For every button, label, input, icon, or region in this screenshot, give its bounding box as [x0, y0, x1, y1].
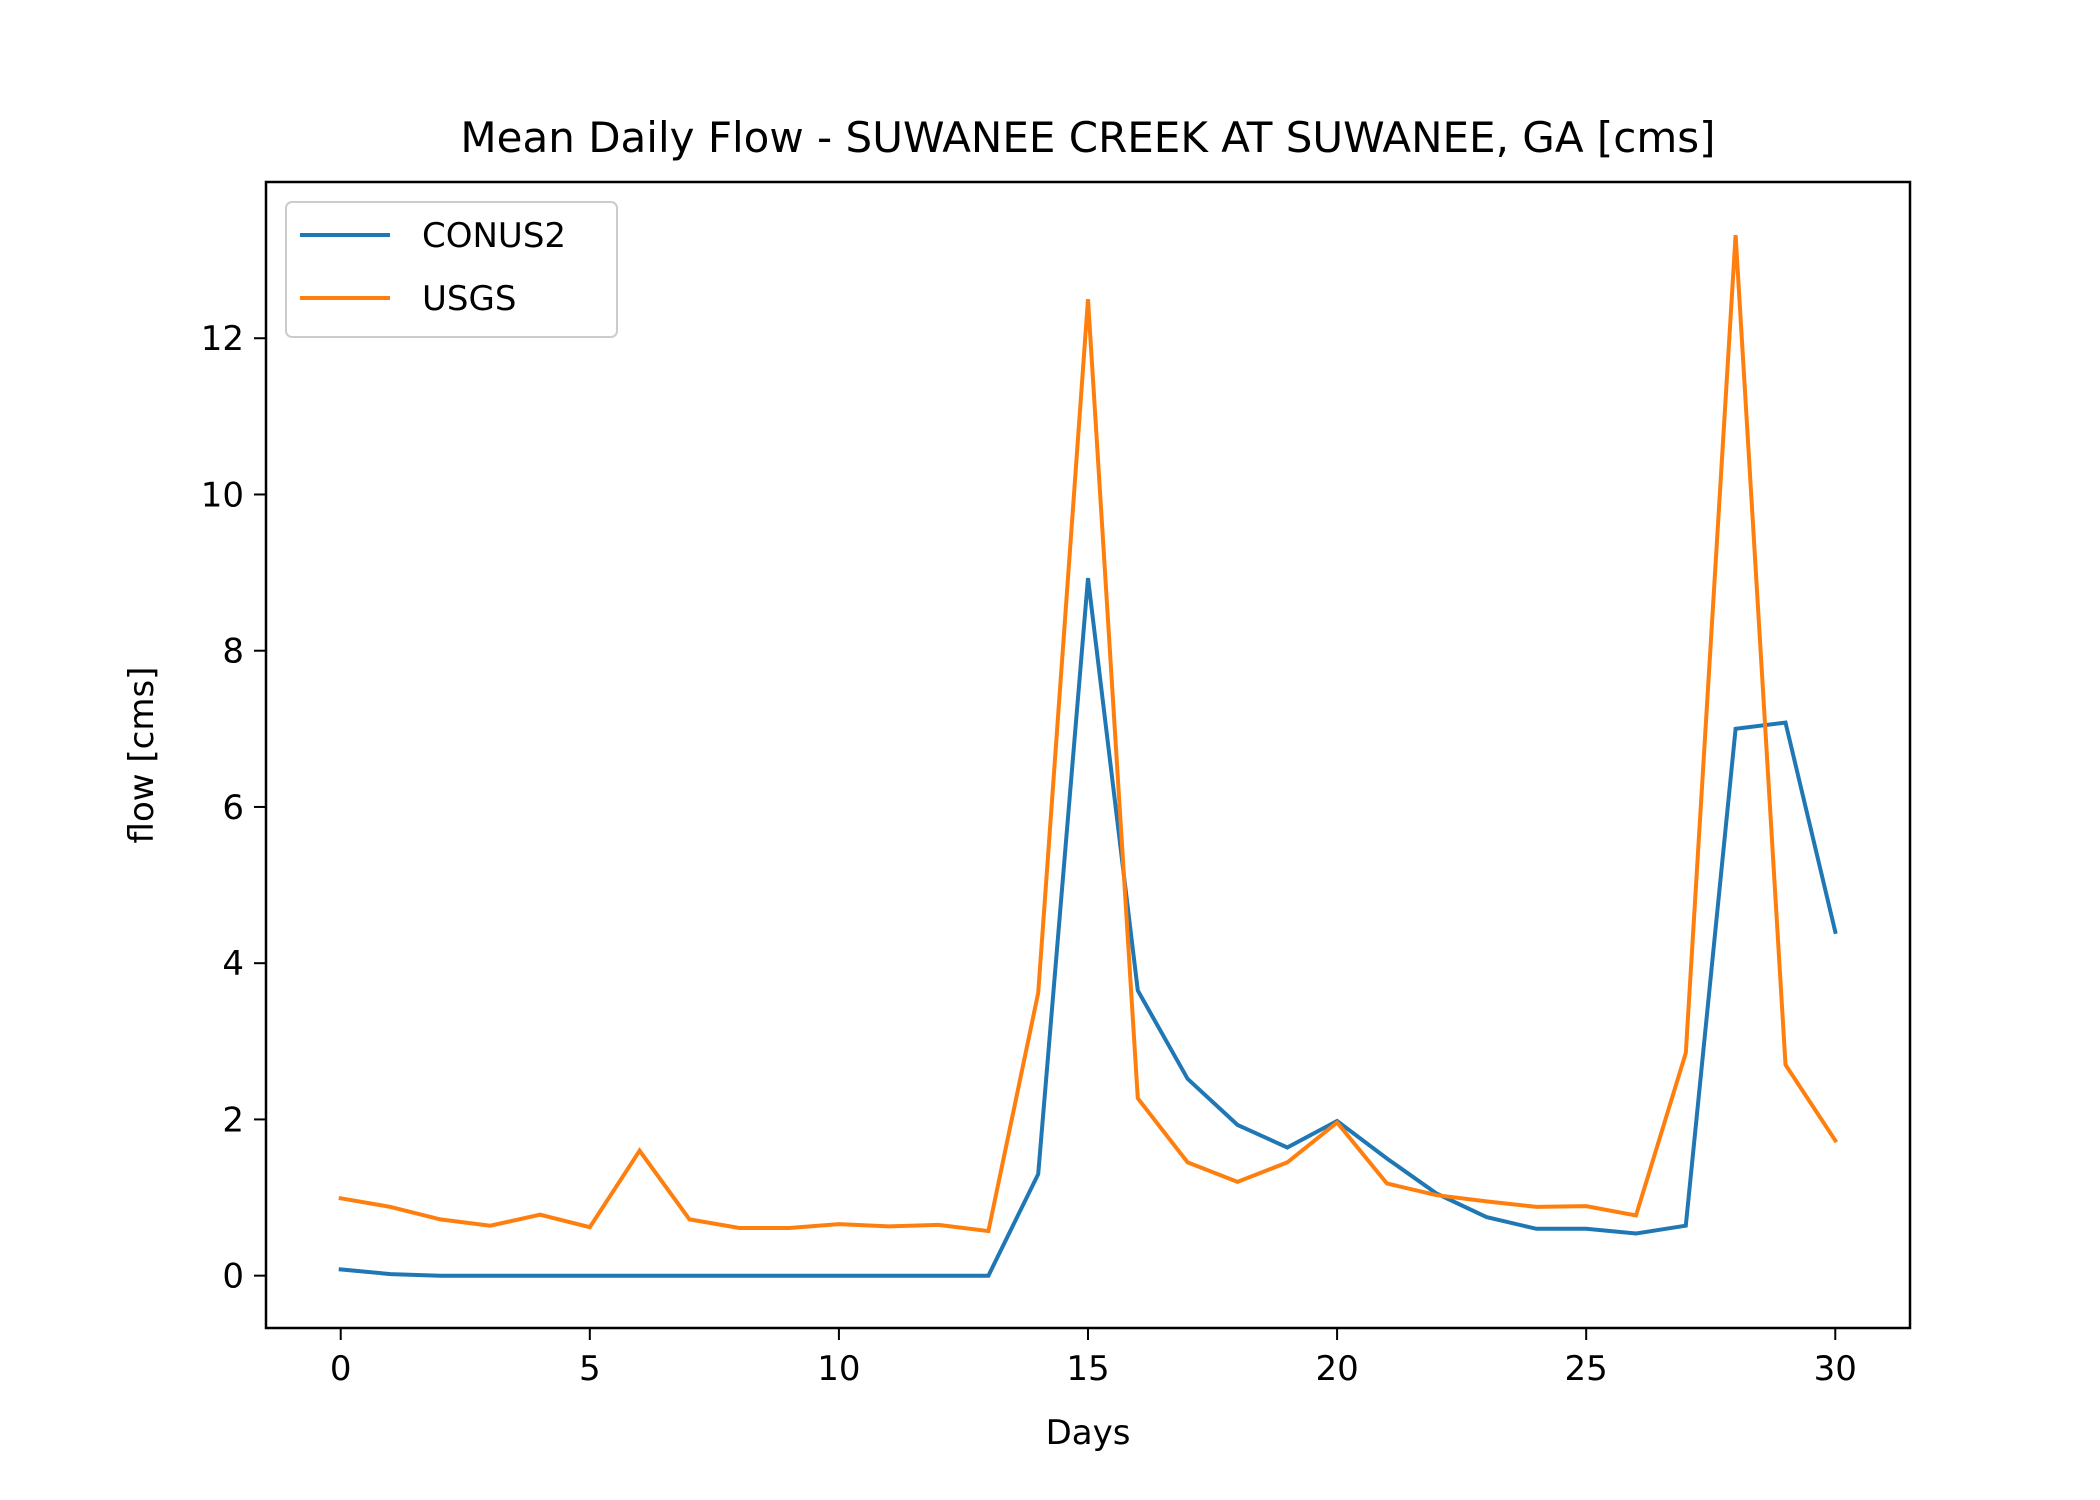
y-tick-label: 10 — [201, 475, 244, 515]
x-axis-label: Days — [1046, 1413, 1131, 1453]
y-tick-label: 12 — [201, 319, 244, 359]
y-tick-label: 0 — [222, 1257, 244, 1297]
x-tick-label: 10 — [817, 1349, 860, 1389]
x-tick-label: 0 — [330, 1349, 352, 1389]
y-axis-label: flow [cms] — [122, 667, 162, 844]
x-tick-label: 5 — [579, 1349, 601, 1389]
plot-area — [264, 180, 1912, 1330]
legend-label-conus2: CONUS2 — [422, 216, 566, 256]
x-tick-label: 15 — [1066, 1349, 1109, 1389]
x-tick-label: 25 — [1565, 1349, 1608, 1389]
y-axis-ticks: 0 2 4 6 8 10 12 — [201, 319, 266, 1297]
x-tick-label: 30 — [1814, 1349, 1857, 1389]
axes-frame — [264, 180, 1912, 1330]
series-layer — [338, 234, 1839, 1278]
x-axis-ticks: 0 5 10 15 20 25 30 — [330, 1328, 1857, 1389]
y-tick-label: 6 — [222, 788, 244, 828]
y-tick-label: 4 — [222, 944, 244, 984]
x-tick-label: 20 — [1315, 1349, 1358, 1389]
y-tick-label: 8 — [222, 632, 244, 672]
legend: CONUS2 USGS — [285, 201, 618, 338]
legend-label-usgs: USGS — [422, 279, 516, 319]
series-line-usgs — [338, 234, 1839, 1234]
y-tick-label: 2 — [222, 1100, 244, 1140]
chart-title: Mean Daily Flow - SUWANEE CREEK AT SUWAN… — [460, 113, 1715, 162]
series-line-conus2 — [338, 577, 1838, 1278]
